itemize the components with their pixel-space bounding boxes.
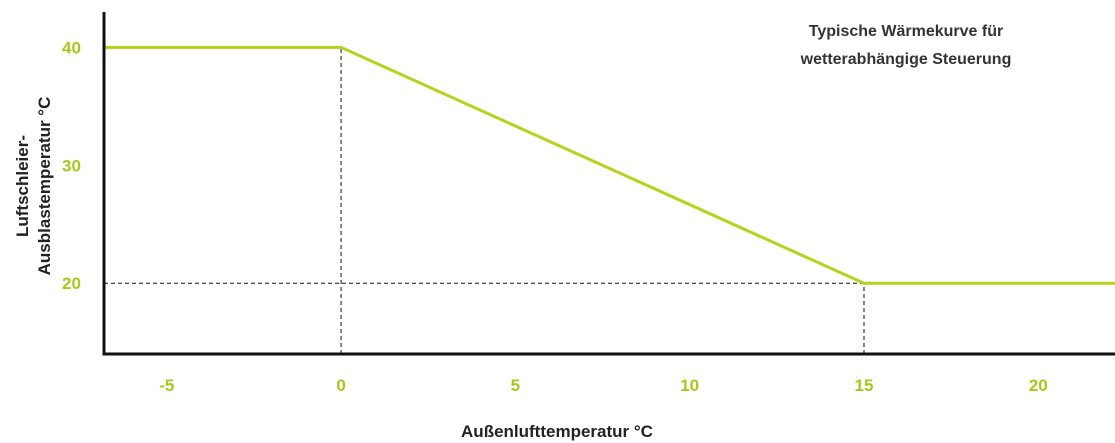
y-tick-label: 30	[62, 156, 81, 175]
x-tick-label: -5	[159, 376, 174, 395]
y-tick-label: 40	[62, 38, 81, 57]
reference-lines	[104, 47, 865, 354]
x-tick-label: 20	[1029, 376, 1048, 395]
heating-curve-line	[104, 45, 1115, 285]
axes	[102, 12, 1115, 356]
x-tick-label: 5	[511, 376, 520, 395]
x-tick-label: 10	[680, 376, 699, 395]
x-tick-label: 15	[855, 376, 874, 395]
y-tick-label: 20	[62, 274, 81, 293]
y-axis-title-line-2: Ausblastemperatur °C	[35, 97, 54, 276]
x-tick-label: 0	[336, 376, 345, 395]
x-axis-title: Außenlufttemperatur °C	[461, 422, 653, 441]
y-tick-labels: 20 30 40	[62, 38, 81, 293]
y-axis-title-line-1: Luftschleier-	[13, 135, 32, 237]
series-layer	[104, 45, 1115, 285]
chart-title-line-2: wetterabhängige Steuerung	[800, 51, 1012, 68]
x-tick-labels: -5 0 5 10 15 20	[159, 376, 1048, 395]
chart-title-line-1: Typische Wärmekurve für	[809, 23, 1003, 40]
